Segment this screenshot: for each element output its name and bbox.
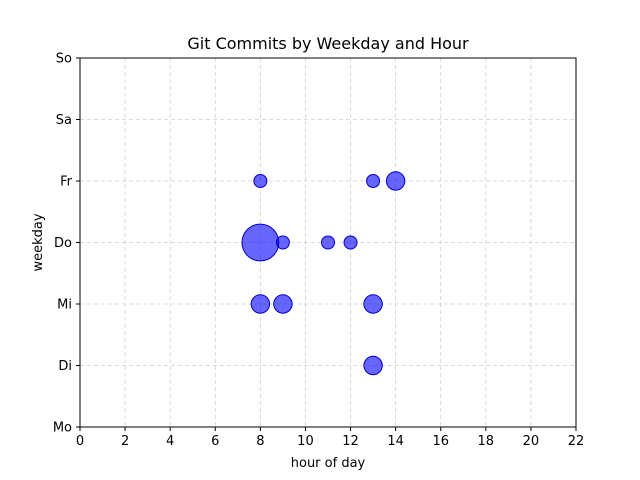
data-point [253, 174, 268, 188]
chart-title: Git Commits by Weekday and Hour [187, 34, 469, 53]
data-point [363, 294, 383, 314]
y-tick-label: Mo [53, 421, 72, 436]
x-tick-label: 0 [76, 434, 84, 449]
x-tick-label: 6 [211, 434, 219, 449]
y-tick-label: Di [58, 359, 72, 374]
x-tick-label: 22 [568, 434, 585, 449]
x-tick-label: 10 [297, 434, 314, 449]
x-tick-label: 20 [523, 434, 540, 449]
data-point [250, 294, 271, 314]
data-point [275, 235, 290, 250]
data-point [241, 223, 280, 262]
data-points [241, 171, 406, 376]
data-point [385, 171, 406, 191]
data-point [343, 235, 358, 250]
y-tick-label: Fr [60, 175, 73, 190]
y-tick-label: Do [54, 236, 72, 251]
y-tick-label: Sa [56, 113, 72, 128]
x-tick-label: 4 [166, 434, 174, 449]
data-point [363, 355, 383, 376]
x-tick-label: 14 [387, 434, 404, 449]
data-point [366, 174, 381, 188]
y-tick-label: So [56, 52, 72, 67]
x-tick-label: 18 [478, 434, 495, 449]
y-axis-label: weekday [31, 213, 46, 271]
y-axis-ticks: Mo Di Mi Do Fr Sa So [53, 52, 80, 436]
x-axis-ticks: 0 2 4 6 8 10 12 14 16 18 20 22 [76, 427, 584, 449]
x-axis-label: hour of day [291, 456, 366, 471]
x-tick-label: 8 [256, 434, 264, 449]
x-tick-label: 12 [342, 434, 359, 449]
data-point [273, 294, 293, 314]
y-tick-label: Mi [57, 298, 72, 313]
data-point [321, 235, 335, 250]
x-tick-label: 16 [432, 434, 449, 449]
x-tick-label: 2 [121, 434, 129, 449]
